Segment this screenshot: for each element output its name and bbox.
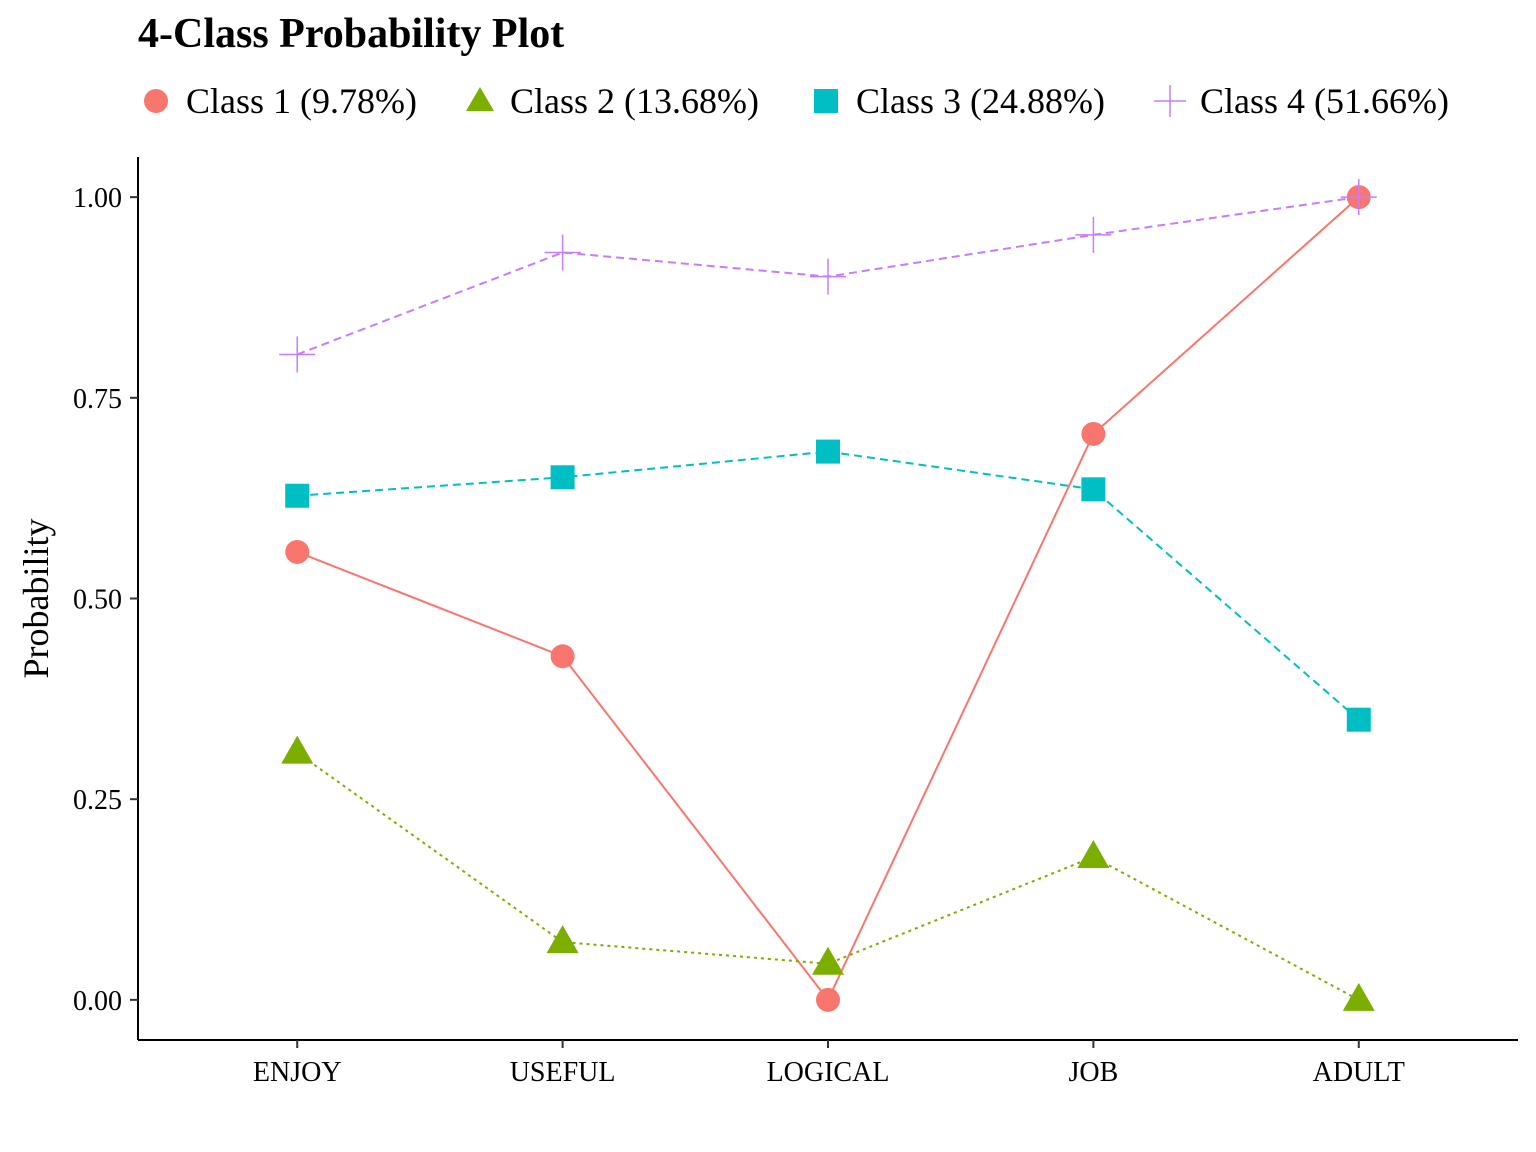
point-class-1-logical <box>816 987 840 1012</box>
point-class-2-useful <box>546 925 579 954</box>
legend-key-class-2 <box>466 87 494 111</box>
series-line-class-2 <box>296 751 1360 1001</box>
point-class-1-job <box>1081 421 1106 446</box>
legend-key-class-3 <box>814 89 838 113</box>
point-class-1-enjoy <box>285 539 310 564</box>
y-tick-label: 0.25 <box>73 785 122 816</box>
point-class-3-enjoy <box>285 483 310 508</box>
y-axis-title: Probability <box>16 519 56 679</box>
point-class-3-adult <box>1346 707 1371 732</box>
legend-key-class-4 <box>1154 85 1186 117</box>
point-class-4-job <box>1075 216 1112 253</box>
series-line-class-1 <box>296 196 1360 1002</box>
y-tick-label: 0.50 <box>73 585 122 616</box>
y-tick-label: 1.00 <box>73 183 122 214</box>
legend-label-class-4: Class 4 (51.66%) <box>1200 81 1449 121</box>
point-class-3-job <box>1081 477 1106 502</box>
point-class-4-useful <box>544 234 581 271</box>
legend-label-class-1: Class 1 (9.78%) <box>186 81 417 121</box>
point-class-2-adult <box>1342 982 1375 1011</box>
point-class-2-enjoy <box>281 735 314 764</box>
y-tick-label: 0.75 <box>73 384 122 415</box>
point-class-3-logical <box>816 439 840 464</box>
legend-label-class-3: Class 3 (24.88%) <box>856 81 1105 121</box>
point-class-4-enjoy <box>279 336 316 373</box>
point-class-2-logical <box>812 946 844 975</box>
point-class-2-job <box>1077 839 1110 868</box>
x-tick-label: ADULT <box>1313 1057 1405 1088</box>
x-tick-label: JOB <box>1068 1057 1118 1088</box>
series-line-class-3 <box>297 450 1360 721</box>
legend-label-class-2: Class 2 (13.68%) <box>510 81 759 121</box>
point-class-4-logical <box>810 258 846 295</box>
y-tick-label: 0.00 <box>73 986 122 1017</box>
point-class-1-useful <box>550 644 575 669</box>
point-class-4-adult <box>1340 179 1377 216</box>
x-tick-label: USEFUL <box>510 1057 616 1088</box>
x-tick-label: LOGICAL <box>767 1057 890 1088</box>
x-tick-label: ENJOY <box>253 1057 342 1088</box>
point-class-3-useful <box>550 465 575 490</box>
chart-title: 4-Class Probability Plot <box>138 11 565 57</box>
legend-key-class-1 <box>144 89 168 113</box>
